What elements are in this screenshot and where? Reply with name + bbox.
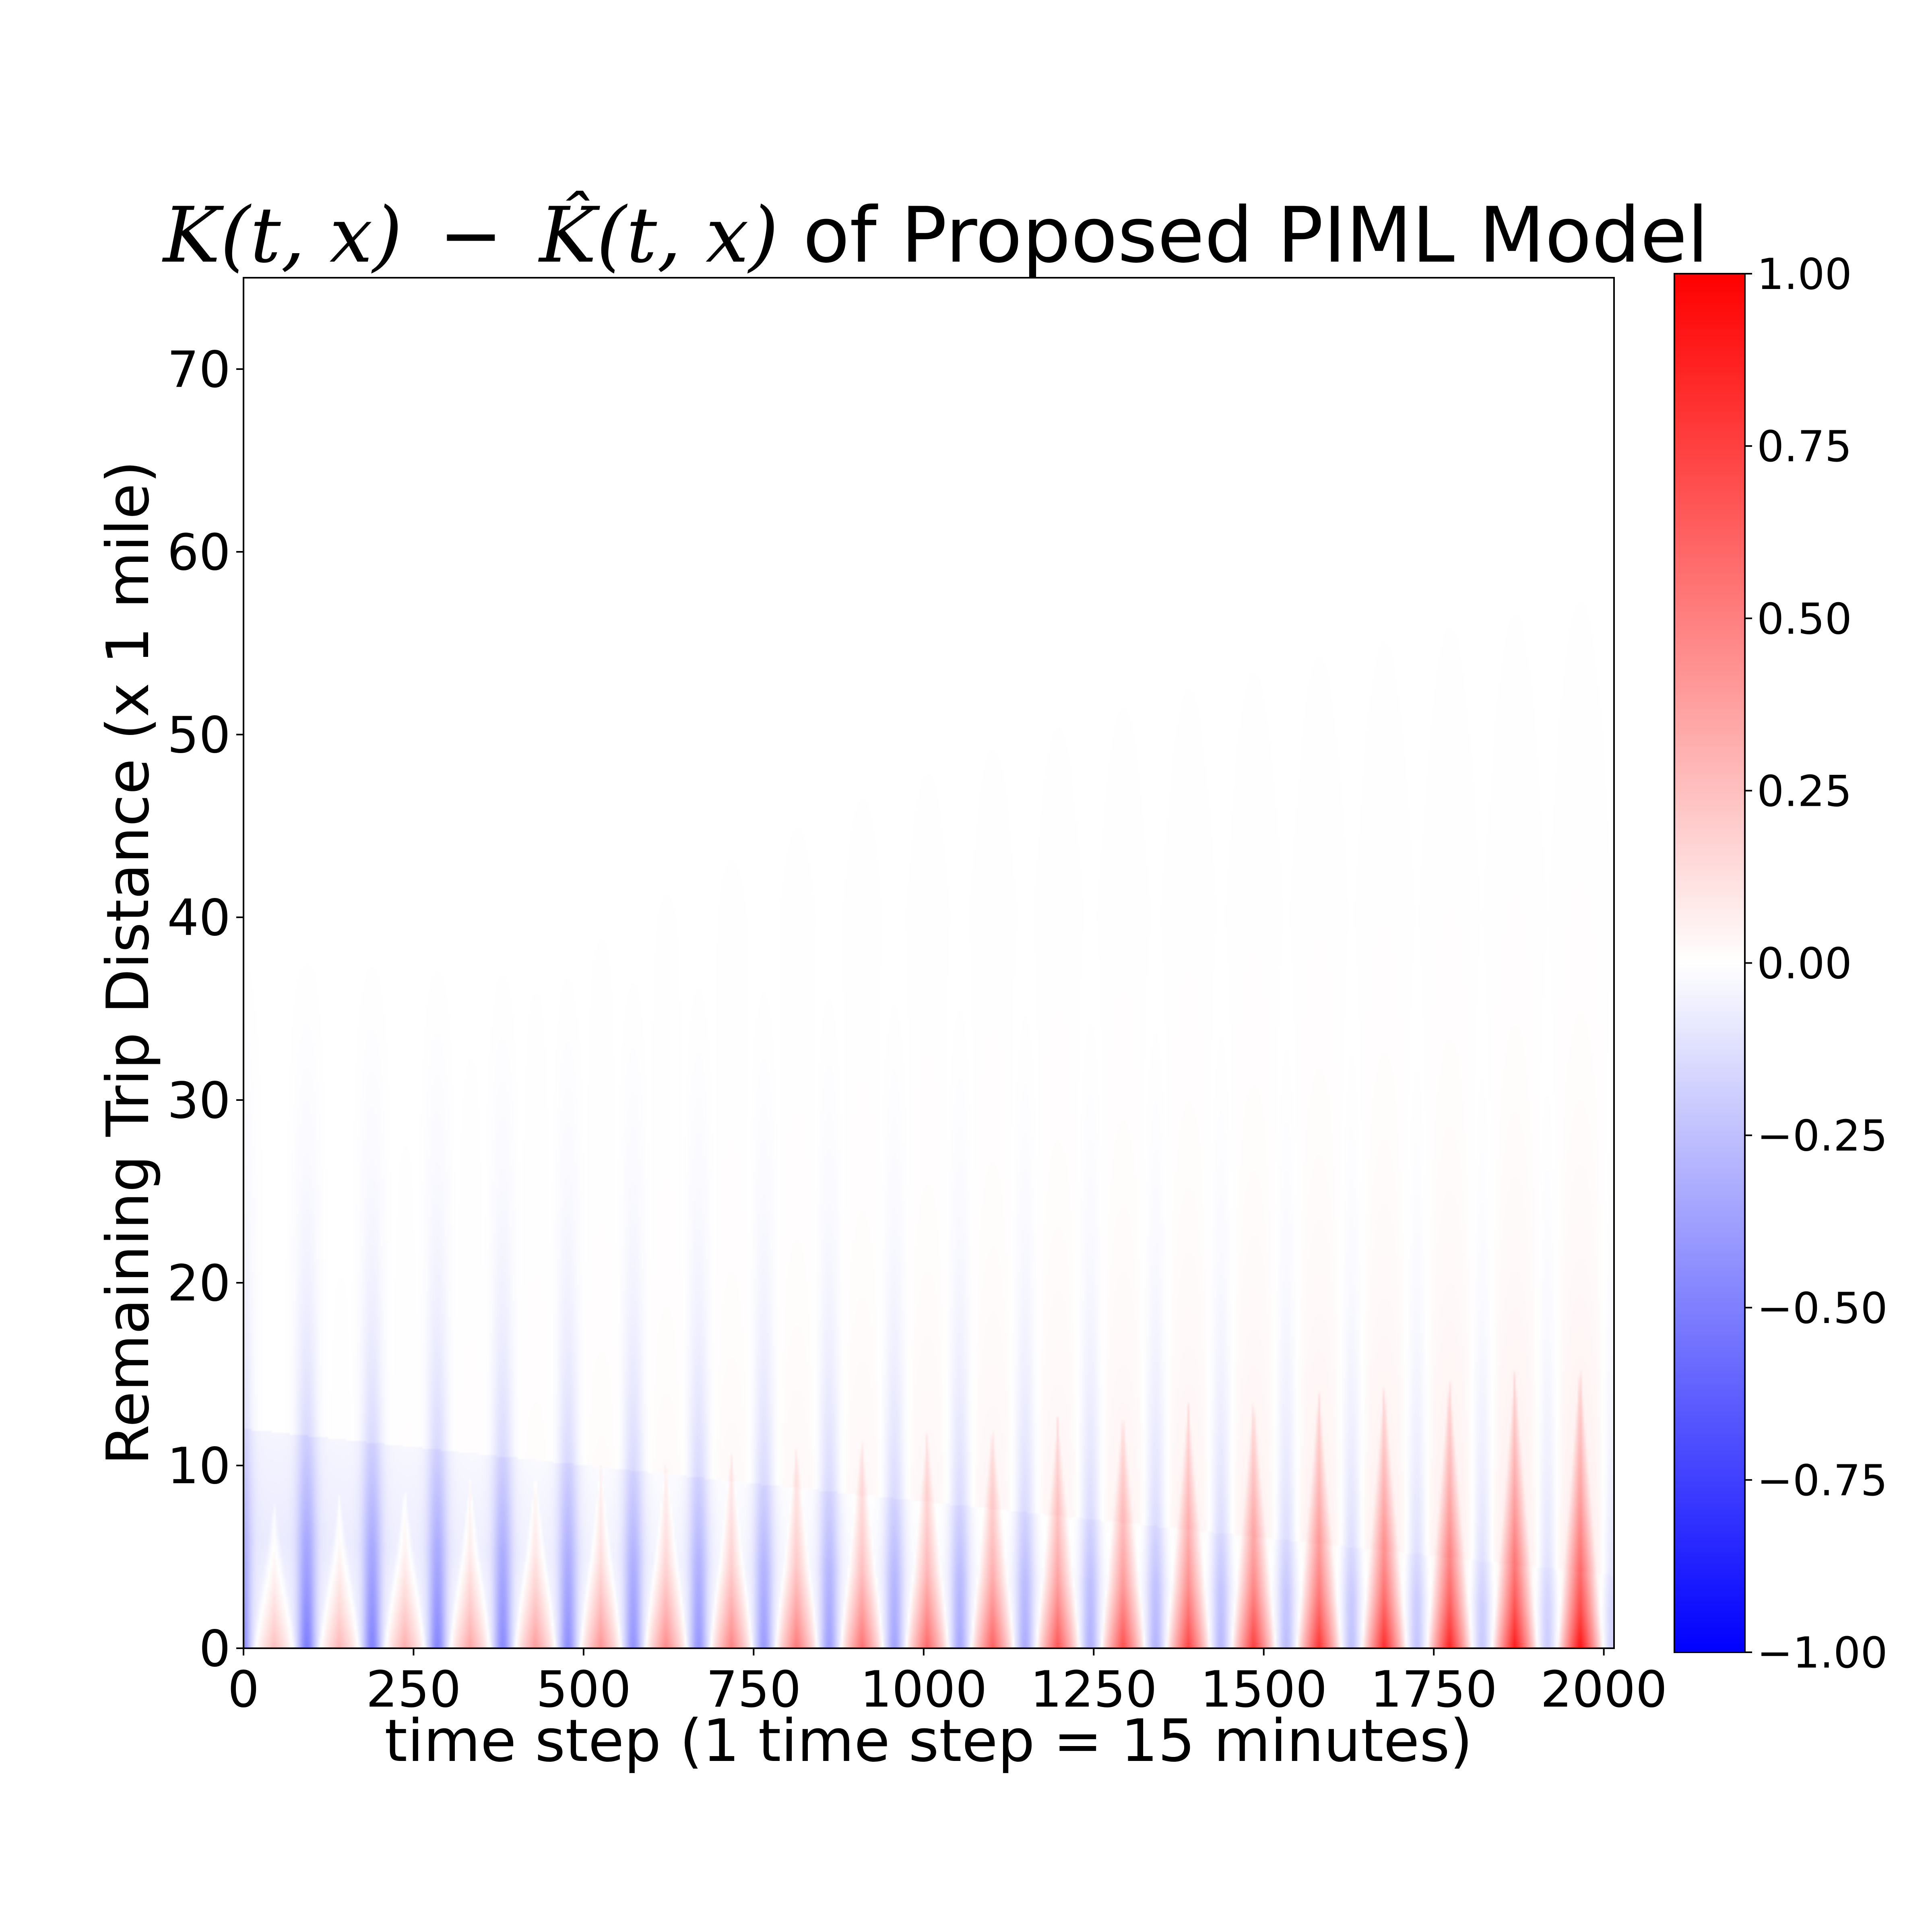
- y-tick-label: 70: [167, 341, 231, 399]
- x-axis-label: time step (1 time step = 15 minutes): [384, 1707, 1472, 1775]
- title-minus: −: [439, 191, 503, 280]
- heatmap-image-container: [244, 278, 1614, 1648]
- y-axis-label: Remaining Trip Distance (x 1 mile): [94, 460, 162, 1465]
- colorbar-tick-label: 0.50: [1757, 594, 1852, 644]
- colorbar-ticks: 1.00 0.75 0.50 0.25 0.00 −0.25 −0.50 −0.75 −1.00: [1745, 250, 1888, 1678]
- y-tick-label: 0: [199, 1620, 231, 1678]
- chart-title: K(t, x) − K̂(t, x) of Proposed PIML Mode…: [162, 190, 1708, 280]
- y-axis-ticks: 0 10 20 30 40 50 60 70: [167, 341, 244, 1678]
- colorbar-tick-label: 0.00: [1757, 939, 1852, 989]
- y-tick-label: 50: [167, 706, 231, 764]
- y-tick-label: 20: [167, 1255, 231, 1313]
- colorbar-tick-label: −1.00: [1757, 1628, 1888, 1678]
- x-tick-label: 500: [536, 1661, 632, 1719]
- colorbar-tick-label: 0.25: [1757, 766, 1852, 816]
- y-tick-label: 10: [167, 1437, 231, 1495]
- x-tick-label: 1750: [1370, 1661, 1497, 1719]
- colorbar-tick-label: −0.25: [1757, 1111, 1888, 1161]
- x-tick-label: 1000: [860, 1661, 987, 1719]
- colorbar-tick-label: 0.75: [1757, 422, 1852, 471]
- colorbar-tick-label: 1.00: [1757, 250, 1852, 299]
- plot-frame: [243, 277, 1615, 1649]
- y-tick-label: 30: [167, 1072, 231, 1130]
- heatmap-image: [244, 278, 1614, 1648]
- x-tick-label: 1500: [1200, 1661, 1327, 1719]
- x-tick-label: 0: [228, 1661, 260, 1719]
- x-tick-label: 2000: [1540, 1661, 1668, 1719]
- colorbar-tick-label: −0.50: [1757, 1284, 1888, 1333]
- x-tick-label: 1250: [1030, 1661, 1157, 1719]
- x-tick-label: 750: [706, 1661, 801, 1719]
- title-lhs: K(t, x): [162, 191, 402, 280]
- y-tick-label: 60: [167, 524, 231, 582]
- title-rhs: K̂(t, x): [538, 190, 779, 280]
- x-axis-ticks: 0 250 500 750 1000 1250 1500 1750 2000: [228, 1648, 1668, 1719]
- y-tick-label: 40: [167, 889, 231, 947]
- colorbar: [1674, 273, 1746, 1653]
- colorbar-tick-label: −0.75: [1757, 1456, 1888, 1505]
- x-tick-label: 250: [366, 1661, 461, 1719]
- title-suffix: of Proposed PIML Model: [803, 191, 1709, 280]
